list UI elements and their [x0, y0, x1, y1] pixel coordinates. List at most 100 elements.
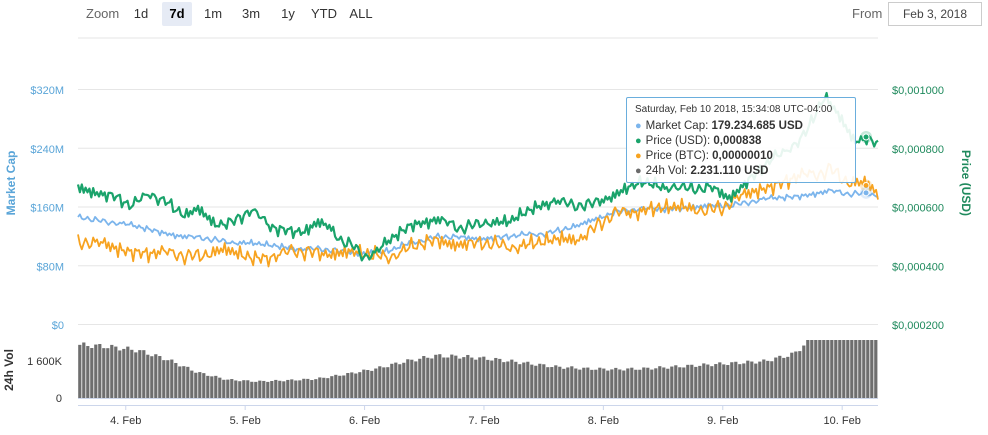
volume-bar — [858, 340, 862, 398]
zoom-button-1d[interactable]: 1d — [133, 6, 149, 21]
volume-bar — [142, 350, 146, 398]
volume-bar — [530, 364, 534, 398]
volume-bar — [402, 362, 406, 398]
volume-bar — [226, 379, 230, 398]
tooltip-row-volume: ● 24h Vol: 2.231.110 USD — [635, 165, 768, 177]
date-tick-label: 7. Feb — [468, 415, 499, 427]
volume-bar — [702, 363, 706, 398]
volume-bar — [606, 370, 610, 398]
tooltip-label: 24h Vol: — [645, 165, 688, 177]
volume-bar — [518, 364, 522, 398]
volume-bar — [122, 348, 126, 398]
volume-bar — [134, 352, 138, 398]
volume-bar — [246, 380, 250, 398]
volume-bar — [390, 363, 394, 398]
volume-tick-label: 1 600K — [27, 356, 63, 368]
volume-bar — [354, 373, 358, 398]
volume-bar — [86, 346, 90, 398]
date-axis: 4. Feb 5. Feb 6. Feb 7. Feb 8. Feb 9. Feb 10. … — [78, 405, 878, 427]
tooltip-value: 0,00000010 — [712, 150, 773, 162]
volume-bar — [718, 362, 722, 398]
volume-bar — [154, 354, 158, 398]
volume-bar — [638, 369, 642, 398]
volume-bar — [758, 361, 762, 398]
volume-bar — [826, 340, 830, 398]
zoom-label: Zoom — [86, 6, 120, 21]
volume-bar — [230, 379, 234, 398]
zoom-button-ytd[interactable]: YTD — [311, 6, 337, 21]
volume-bar — [650, 369, 654, 398]
volume-bar — [190, 370, 194, 398]
volume-bar — [614, 367, 618, 398]
volume-bar — [194, 372, 198, 398]
zoom-button-7d[interactable]: 7d — [162, 2, 192, 26]
volume-bar — [766, 360, 770, 398]
volume-bar — [278, 380, 282, 398]
volume-bar — [874, 340, 878, 398]
volume-bar — [78, 344, 82, 398]
volume-bar — [282, 381, 286, 398]
volume-bar — [158, 356, 162, 398]
volume-bar — [454, 355, 458, 398]
volume-bar — [498, 358, 502, 398]
volume-bar — [470, 357, 474, 398]
volume-bar — [358, 372, 362, 398]
volume-bar — [314, 379, 318, 398]
from-date-input[interactable]: Feb 3, 2018 — [888, 2, 982, 26]
volume-bar — [450, 354, 454, 398]
volume-bar — [870, 340, 874, 398]
zoom-button-all[interactable]: ALL — [349, 6, 373, 21]
volume-bar — [846, 340, 850, 398]
volume-bar — [174, 362, 178, 398]
volume-bar — [438, 354, 442, 398]
tooltip-value: 179.234.685 USD — [711, 120, 803, 132]
volume-bar — [94, 344, 98, 398]
volume-bar — [118, 350, 122, 398]
volume-bar — [130, 349, 134, 398]
hover-tooltip: Saturday, Feb 10 2018, 15:34:08 UTC-04:0… — [626, 97, 856, 183]
volume-axis: 0 1 600K — [27, 356, 878, 405]
volume-bar — [202, 373, 206, 398]
volume-bar — [630, 367, 634, 398]
price-btc-dot-icon: ● — [635, 150, 642, 162]
volume-bar — [566, 367, 570, 398]
volume-bar — [646, 367, 650, 398]
volume-bar — [98, 344, 102, 398]
tooltip-label: Market Cap: — [645, 120, 709, 132]
volume-bar — [326, 378, 330, 398]
volume-bar — [822, 340, 826, 398]
hover-point — [862, 189, 870, 197]
volume-bar — [678, 367, 682, 398]
zoom-button-1y[interactable]: 1y — [281, 6, 295, 21]
volume-bar — [286, 379, 290, 398]
volume-bars — [78, 340, 878, 398]
volume-bar — [82, 342, 86, 398]
volume-bar — [110, 344, 114, 398]
volume-bar — [818, 340, 822, 398]
volume-bar — [534, 365, 538, 398]
volume-bar — [698, 365, 702, 398]
volume-bar — [442, 357, 446, 398]
volume-bar — [562, 368, 566, 398]
volume-bar — [206, 375, 210, 398]
volume-bar — [386, 367, 390, 398]
volume-bar — [578, 369, 582, 398]
volume-bar — [218, 377, 222, 398]
market-cap-tick-label: $240M — [30, 144, 64, 156]
price-tick-label: $0,000200 — [892, 320, 944, 332]
volume-bar — [366, 370, 370, 398]
volume-bar — [726, 365, 730, 398]
volume-bar — [654, 368, 658, 398]
volume-bar — [138, 350, 142, 398]
zoom-button-3m[interactable]: 3m — [241, 6, 261, 21]
zoom-button-1m[interactable]: 1m — [203, 6, 223, 21]
volume-bar — [774, 357, 778, 398]
volume-bar — [666, 368, 670, 398]
volume-bar — [502, 362, 506, 398]
volume-bar — [542, 364, 546, 398]
tooltip-row-price-btc: ● Price (BTC): 0,00000010 — [635, 150, 773, 162]
volume-bar — [242, 380, 246, 398]
tooltip-value: 0,000838 — [713, 135, 762, 147]
from-label: From — [852, 6, 883, 21]
